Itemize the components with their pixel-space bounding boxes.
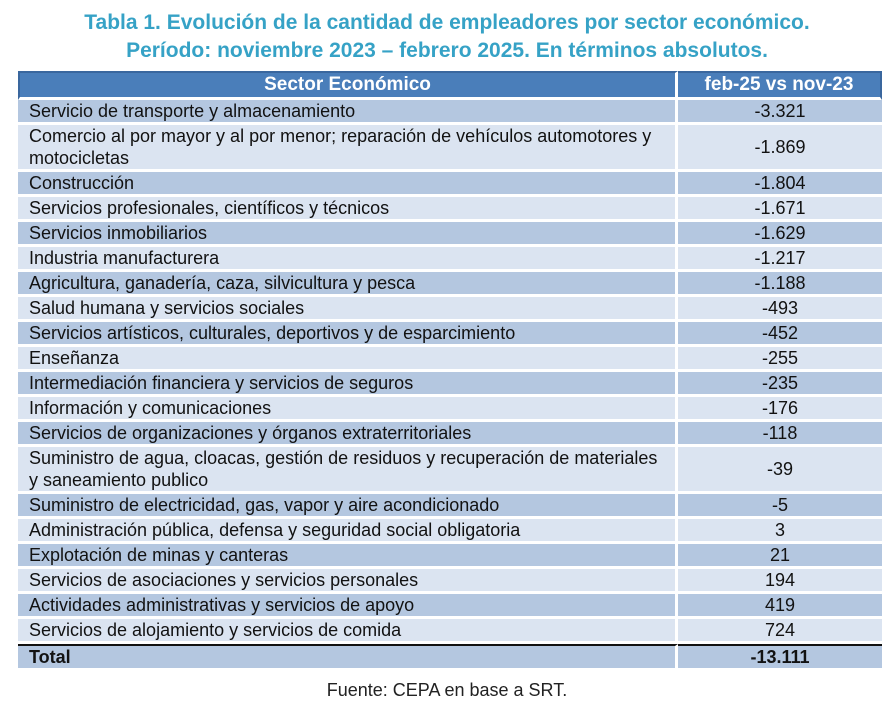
sector-cell: Suministro de agua, cloacas, gestión de … — [18, 447, 678, 494]
table-row: Servicios de organizaciones y órganos ex… — [18, 422, 882, 447]
sector-cell: Salud humana y servicios sociales — [18, 297, 678, 322]
sector-cell: Intermediación financiera y servicios de… — [18, 372, 678, 397]
value-cell: -235 — [678, 372, 882, 397]
value-cell: -1.188 — [678, 272, 882, 297]
sector-cell: Servicio de transporte y almacenamiento — [18, 100, 678, 125]
header-feb25-vs-nov23: feb-25 vs nov-23 — [678, 71, 882, 100]
value-cell: -255 — [678, 347, 882, 372]
sectors-table: Sector Económico feb-25 vs nov-23 Servic… — [18, 71, 882, 671]
value-cell: -39 — [678, 447, 882, 494]
sector-cell: Servicios de organizaciones y órganos ex… — [18, 422, 678, 447]
table-row: Suministro de agua, cloacas, gestión de … — [18, 447, 882, 494]
sector-cell: Explotación de minas y canteras — [18, 544, 678, 569]
table-row: Industria manufacturera -1.217 — [18, 247, 882, 272]
sector-cell: Servicios artísticos, culturales, deport… — [18, 322, 678, 347]
table-row: Servicios profesionales, científicos y t… — [18, 197, 882, 222]
sector-cell: Agricultura, ganadería, caza, silvicultu… — [18, 272, 678, 297]
title-line-1: Tabla 1. Evolución de la cantidad de emp… — [84, 11, 810, 34]
sector-cell: Servicios inmobiliarios — [18, 222, 678, 247]
table-row: Intermediación financiera y servicios de… — [18, 372, 882, 397]
sector-cell: Suministro de electricidad, gas, vapor y… — [18, 494, 678, 519]
table-title: Tabla 1. Evolución de la cantidad de emp… — [0, 0, 894, 65]
value-cell: -1.629 — [678, 222, 882, 247]
sector-cell: Servicios de alojamiento y servicios de … — [18, 619, 678, 644]
table-row: Información y comunicaciones -176 — [18, 397, 882, 422]
sector-cell: Servicios de asociaciones y servicios pe… — [18, 569, 678, 594]
table-row: Suministro de electricidad, gas, vapor y… — [18, 494, 882, 519]
table-row: Actividades administrativas y servicios … — [18, 594, 882, 619]
value-cell: -1.869 — [678, 125, 882, 172]
value-cell: -1.671 — [678, 197, 882, 222]
total-row: Total -13.111 — [18, 644, 882, 671]
value-cell: -3.321 — [678, 100, 882, 125]
table-row: Servicios de alojamiento y servicios de … — [18, 619, 882, 644]
table-body: Servicio de transporte y almacenamiento -… — [18, 100, 882, 644]
sector-cell: Comercio al por mayor y al por menor; re… — [18, 125, 678, 172]
title-line-2: Período: noviembre 2023 – febrero 2025. … — [126, 39, 768, 62]
table-row: Servicios de asociaciones y servicios pe… — [18, 569, 882, 594]
value-cell: -176 — [678, 397, 882, 422]
table-row: Enseñanza -255 — [18, 347, 882, 372]
value-cell: 724 — [678, 619, 882, 644]
total-label: Total — [18, 644, 678, 671]
sector-cell: Construcción — [18, 172, 678, 197]
table-row: Comercio al por mayor y al por menor; re… — [18, 125, 882, 172]
table-row: Administración pública, defensa y seguri… — [18, 519, 882, 544]
value-cell: 3 — [678, 519, 882, 544]
value-cell: -5 — [678, 494, 882, 519]
table-row: Servicios inmobiliarios -1.629 — [18, 222, 882, 247]
value-cell: 419 — [678, 594, 882, 619]
table-row: Servicios artísticos, culturales, deport… — [18, 322, 882, 347]
table-row: Salud humana y servicios sociales -493 — [18, 297, 882, 322]
table-row: Explotación de minas y canteras 21 — [18, 544, 882, 569]
value-cell: -118 — [678, 422, 882, 447]
source-note: Fuente: CEPA en base a SRT. — [326, 680, 568, 700]
table-row: Servicio de transporte y almacenamiento -… — [18, 100, 882, 125]
value-cell: -1.804 — [678, 172, 882, 197]
sector-cell: Industria manufacturera — [18, 247, 678, 272]
header-row: Sector Económico feb-25 vs nov-23 — [18, 71, 882, 100]
sector-cell: Enseñanza — [18, 347, 678, 372]
sector-cell: Información y comunicaciones — [18, 397, 678, 422]
value-cell: -493 — [678, 297, 882, 322]
header-sector-economico: Sector Económico — [18, 71, 678, 100]
value-cell: -1.217 — [678, 247, 882, 272]
sector-cell: Administración pública, defensa y seguri… — [18, 519, 678, 544]
table-row: Construcción -1.804 — [18, 172, 882, 197]
sector-cell: Actividades administrativas y servicios … — [18, 594, 678, 619]
value-cell: 194 — [678, 569, 882, 594]
value-cell: -452 — [678, 322, 882, 347]
sector-cell: Servicios profesionales, científicos y t… — [18, 197, 678, 222]
table-row: Agricultura, ganadería, caza, silvicultu… — [18, 272, 882, 297]
total-value: -13.111 — [678, 644, 882, 671]
value-cell: 21 — [678, 544, 882, 569]
